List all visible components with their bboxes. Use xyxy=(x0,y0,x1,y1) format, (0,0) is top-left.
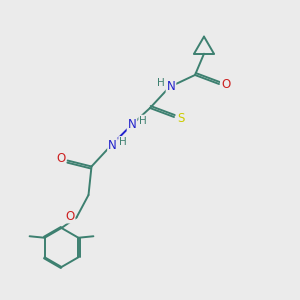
Text: O: O xyxy=(221,77,230,91)
Text: H: H xyxy=(157,78,164,88)
Text: H: H xyxy=(139,116,147,126)
Text: O: O xyxy=(65,209,74,223)
Text: N: N xyxy=(167,80,176,94)
Text: S: S xyxy=(177,112,184,125)
Text: N: N xyxy=(108,139,117,152)
Text: O: O xyxy=(56,152,65,166)
Text: H: H xyxy=(119,137,127,147)
Text: N: N xyxy=(128,118,136,131)
